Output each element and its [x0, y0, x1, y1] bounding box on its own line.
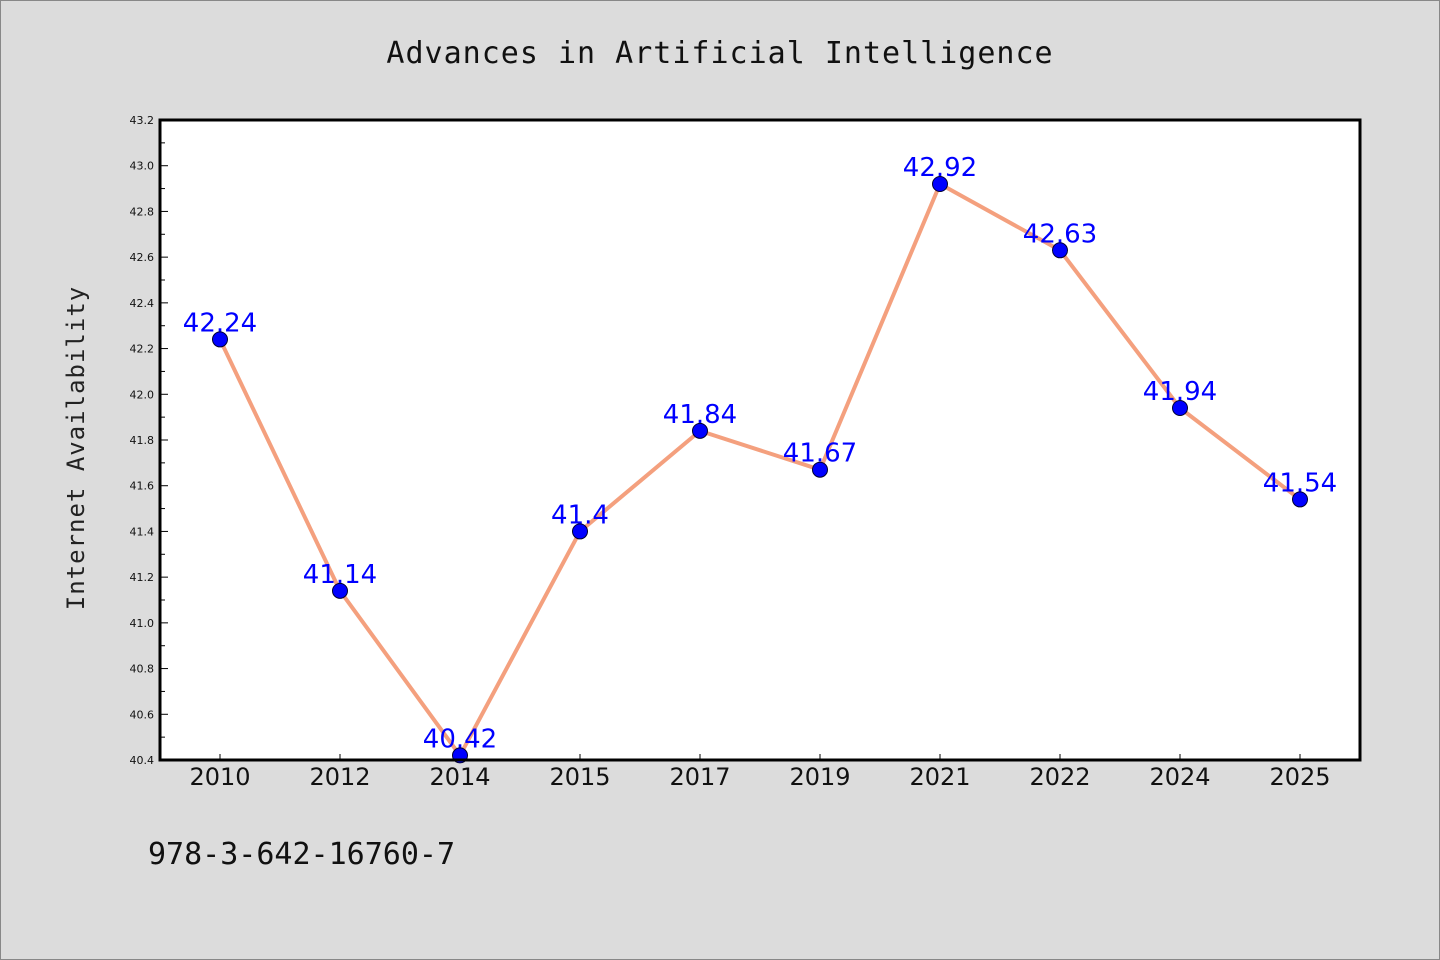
- data-point: [1052, 242, 1068, 259]
- x-tick-label: 2015: [549, 763, 610, 791]
- y-tick-label: 41.0: [130, 617, 155, 630]
- y-tick-label: 40.8: [130, 663, 155, 676]
- y-tick-label: 43.0: [130, 160, 155, 173]
- y-tick-label: 41.8: [130, 434, 155, 447]
- x-tick-label: 2010: [189, 763, 250, 791]
- data-labels-group: 42.24 41.14 40.42 41.4 41.84 41.67 42.92 42.63 4…: [183, 153, 1337, 754]
- markers-group: [212, 176, 1308, 764]
- y-tick-label: 42.4: [130, 297, 155, 310]
- y-tick-label: 43.2: [130, 114, 155, 127]
- isbn-text: 978-3-642-16760-7: [148, 837, 455, 872]
- data-point: [932, 176, 948, 192]
- data-point: [572, 523, 588, 540]
- x-tick-label: 2017: [669, 763, 730, 791]
- y-tick-label: 41.2: [130, 571, 155, 584]
- data-label: 42.63: [1023, 219, 1097, 249]
- x-tick-label: 2021: [909, 763, 970, 791]
- data-point: [812, 461, 828, 478]
- y-tick-label: 42.2: [130, 343, 155, 356]
- data-label: 40.42: [423, 724, 497, 754]
- x-axis: 2010 2012 2014 2015 2017 2019 2021 2022 2024 2025: [189, 754, 1331, 791]
- data-point: [692, 422, 708, 439]
- y-tick-label: 42.6: [130, 251, 155, 264]
- series-line-group: [218, 182, 1302, 758]
- y-tick-label: 40.4: [130, 754, 155, 767]
- data-label: 41.94: [1143, 377, 1217, 407]
- x-tick-label: 2019: [789, 763, 850, 791]
- data-point: [1292, 491, 1308, 508]
- data-label: 41.84: [663, 400, 737, 430]
- data-label: 41.54: [1263, 468, 1337, 498]
- data-point: [212, 331, 228, 348]
- y-tick-label: 42.8: [130, 205, 155, 218]
- data-label: 42.92: [903, 153, 977, 183]
- y-tick-label: 42.0: [130, 388, 155, 401]
- data-label: 42.24: [183, 308, 257, 338]
- x-tick-label: 2022: [1029, 763, 1090, 791]
- series-line: [218, 182, 1302, 758]
- data-label: 41.4: [551, 500, 609, 530]
- chart-title: Advances in Artificial Intelligence: [386, 36, 1053, 71]
- data-point: [1172, 400, 1188, 416]
- x-tick-label: 2025: [1269, 763, 1330, 791]
- y-axis-label: Internet Availability: [62, 286, 90, 610]
- data-label: 41.67: [783, 439, 857, 469]
- plot-area: [160, 120, 1360, 760]
- x-tick-label: 2024: [1149, 763, 1210, 791]
- y-tick-label: 40.6: [130, 708, 155, 721]
- data-label: 41.14: [303, 560, 377, 590]
- x-tick-label: 2012: [309, 763, 370, 791]
- y-tick-label: 41.6: [130, 480, 155, 493]
- x-tick-label: 2014: [429, 763, 490, 791]
- y-tick-label: 41.4: [130, 525, 155, 538]
- data-point: [332, 582, 348, 599]
- plot-frame: [158, 118, 1362, 762]
